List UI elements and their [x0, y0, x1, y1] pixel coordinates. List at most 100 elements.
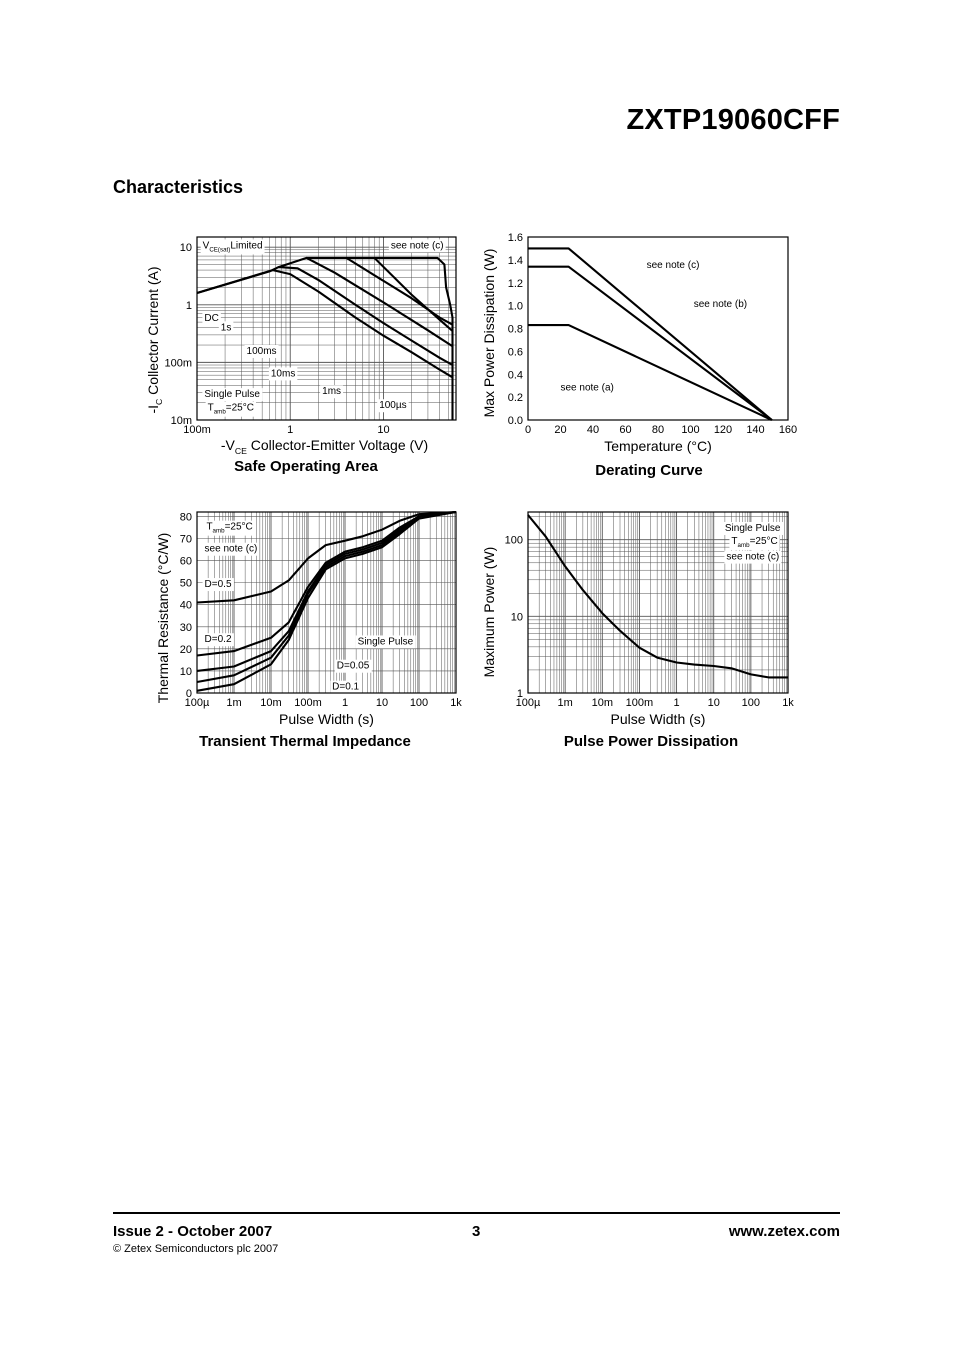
- series-line-1: [528, 265, 773, 421]
- y-axis-label: Thermal Resistance (°C/W): [155, 533, 171, 704]
- y-tick-label: 0.8: [508, 324, 523, 336]
- plot-frame: [196, 511, 457, 694]
- x-tick-label: 1: [674, 697, 680, 709]
- x-tick-label: 20: [554, 424, 566, 436]
- series-line-2: [278, 256, 454, 348]
- annotation-label: DC: [204, 313, 218, 324]
- annotation-label: Single Pulse: [204, 389, 260, 400]
- annotation-bg: [691, 297, 750, 311]
- footer-website[interactable]: www.zetex.com: [728, 1223, 840, 1240]
- y-tick-label: 70: [180, 533, 192, 545]
- series-line-1: [196, 266, 454, 366]
- part-number: ZXTP19060CFF: [626, 104, 840, 136]
- annotation-label: VCE(sat)Limited: [203, 240, 263, 253]
- series-line-2: [196, 510, 457, 672]
- x-tick-label: 100: [681, 424, 699, 436]
- x-tick-label: 120: [714, 424, 732, 436]
- annotation-bg: [558, 381, 616, 395]
- annotation-bg: [377, 399, 409, 413]
- series-line-0: [527, 514, 788, 679]
- x-tick-label: 0: [525, 424, 531, 436]
- x-tick-label: 160: [779, 424, 797, 436]
- annotation-bg: [204, 520, 255, 536]
- y-tick-label: 0: [186, 688, 192, 700]
- chart-title: Pulse Power Dissipation: [564, 733, 738, 750]
- annotation-bg: [202, 578, 234, 592]
- y-tick-label: 1.2: [508, 278, 523, 290]
- y-tick-label: 1.6: [508, 232, 523, 244]
- annotation-bg: [202, 312, 221, 326]
- annotation-label: Tamb=25°C: [731, 536, 777, 549]
- y-axis-label: -IC Collector Current (A): [145, 266, 164, 413]
- x-tick-label: 100µ: [185, 697, 210, 709]
- annotation-label: see note (c): [647, 260, 700, 271]
- footer-issue: Issue 2 - October 2007: [113, 1223, 273, 1240]
- annotation-bg: [330, 680, 362, 694]
- series-line-5: [374, 256, 454, 420]
- y-tick-label: 10: [180, 242, 192, 254]
- x-tick-label: 10: [708, 697, 720, 709]
- annotation-bg: [268, 367, 298, 381]
- y-tick-label: 100: [505, 535, 523, 547]
- annotation-bg: [218, 321, 234, 335]
- annotation-bg: [644, 258, 702, 272]
- y-axis-label: Maximum Power (W): [481, 547, 497, 678]
- x-axis-label: Pulse Width (s): [279, 711, 374, 727]
- x-tick-label: 10: [376, 697, 388, 709]
- annotation-bg: [320, 385, 344, 399]
- y-axis-label-group: Maximum Power (W): [481, 547, 497, 678]
- x-tick-label: 10m: [260, 697, 281, 709]
- x-tick-label: 100: [410, 697, 428, 709]
- pulse-power-chart: Single Pulse Tamb=25°C see note (c) 100µ 1m 1…: [481, 511, 794, 750]
- annotation-label: D=0.5: [205, 579, 232, 590]
- annotation-bg: [202, 388, 263, 402]
- x-tick-label: 100m: [183, 424, 211, 436]
- grid-lines: [527, 512, 788, 694]
- x-tick-label: 1k: [450, 697, 462, 709]
- annotation-label: Single Pulse: [725, 523, 781, 534]
- y-axis-label-group: Thermal Resistance (°C/W): [155, 533, 171, 704]
- series-line-0: [196, 510, 457, 604]
- annotation-bg: [729, 534, 780, 550]
- y-tick-label: 10: [180, 666, 192, 678]
- annotation-bg: [334, 659, 372, 673]
- y-tick-label: 40: [180, 600, 192, 612]
- x-tick-label: 1: [287, 424, 293, 436]
- annotation-bg: [388, 239, 446, 253]
- y-tick-label: 30: [180, 622, 192, 634]
- annotation-label: see note (b): [694, 299, 747, 310]
- x-tick-label: 60: [619, 424, 631, 436]
- annotation-bg: [244, 344, 279, 358]
- annotation-label: Tamb=25°C: [208, 403, 254, 416]
- y-tick-label: 10: [511, 611, 523, 623]
- y-tick-label: 1: [517, 688, 523, 700]
- annotation-bg: [722, 521, 783, 535]
- y-tick-label: 80: [180, 511, 192, 523]
- x-tick-label: 100m: [626, 697, 654, 709]
- plot-frame: [527, 236, 789, 421]
- x-tick-label: 1: [342, 697, 348, 709]
- annotation-label: D=0.05: [337, 661, 370, 672]
- y-axis-label-group: Max Power Dissipation (W): [481, 249, 497, 418]
- y-tick-label: 100m: [164, 357, 192, 369]
- y-tick-label: 50: [180, 578, 192, 590]
- y-tick-label: 0.2: [508, 392, 523, 404]
- annotation-bg: [202, 633, 234, 647]
- annotation-label: D=0.1: [332, 682, 359, 693]
- x-tick-label: 1m: [226, 697, 241, 709]
- series-line-0: [528, 247, 773, 421]
- annotation-label: see note (a): [561, 382, 614, 393]
- y-tick-label: 0.4: [508, 369, 523, 381]
- annotation-label: 100µs: [379, 400, 406, 411]
- annotation-label: D=0.2: [205, 634, 232, 645]
- plot-frame: [196, 236, 457, 421]
- annotation-bg: [202, 542, 260, 556]
- section-title: Characteristics: [113, 177, 244, 197]
- x-tick-label: 1m: [558, 697, 573, 709]
- y-tick-label: 60: [180, 556, 192, 568]
- x-tick-label: 100m: [294, 697, 322, 709]
- series-line-3: [306, 256, 454, 326]
- y-tick-label: 0.6: [508, 346, 523, 358]
- annotation-label: see note (c): [205, 544, 258, 555]
